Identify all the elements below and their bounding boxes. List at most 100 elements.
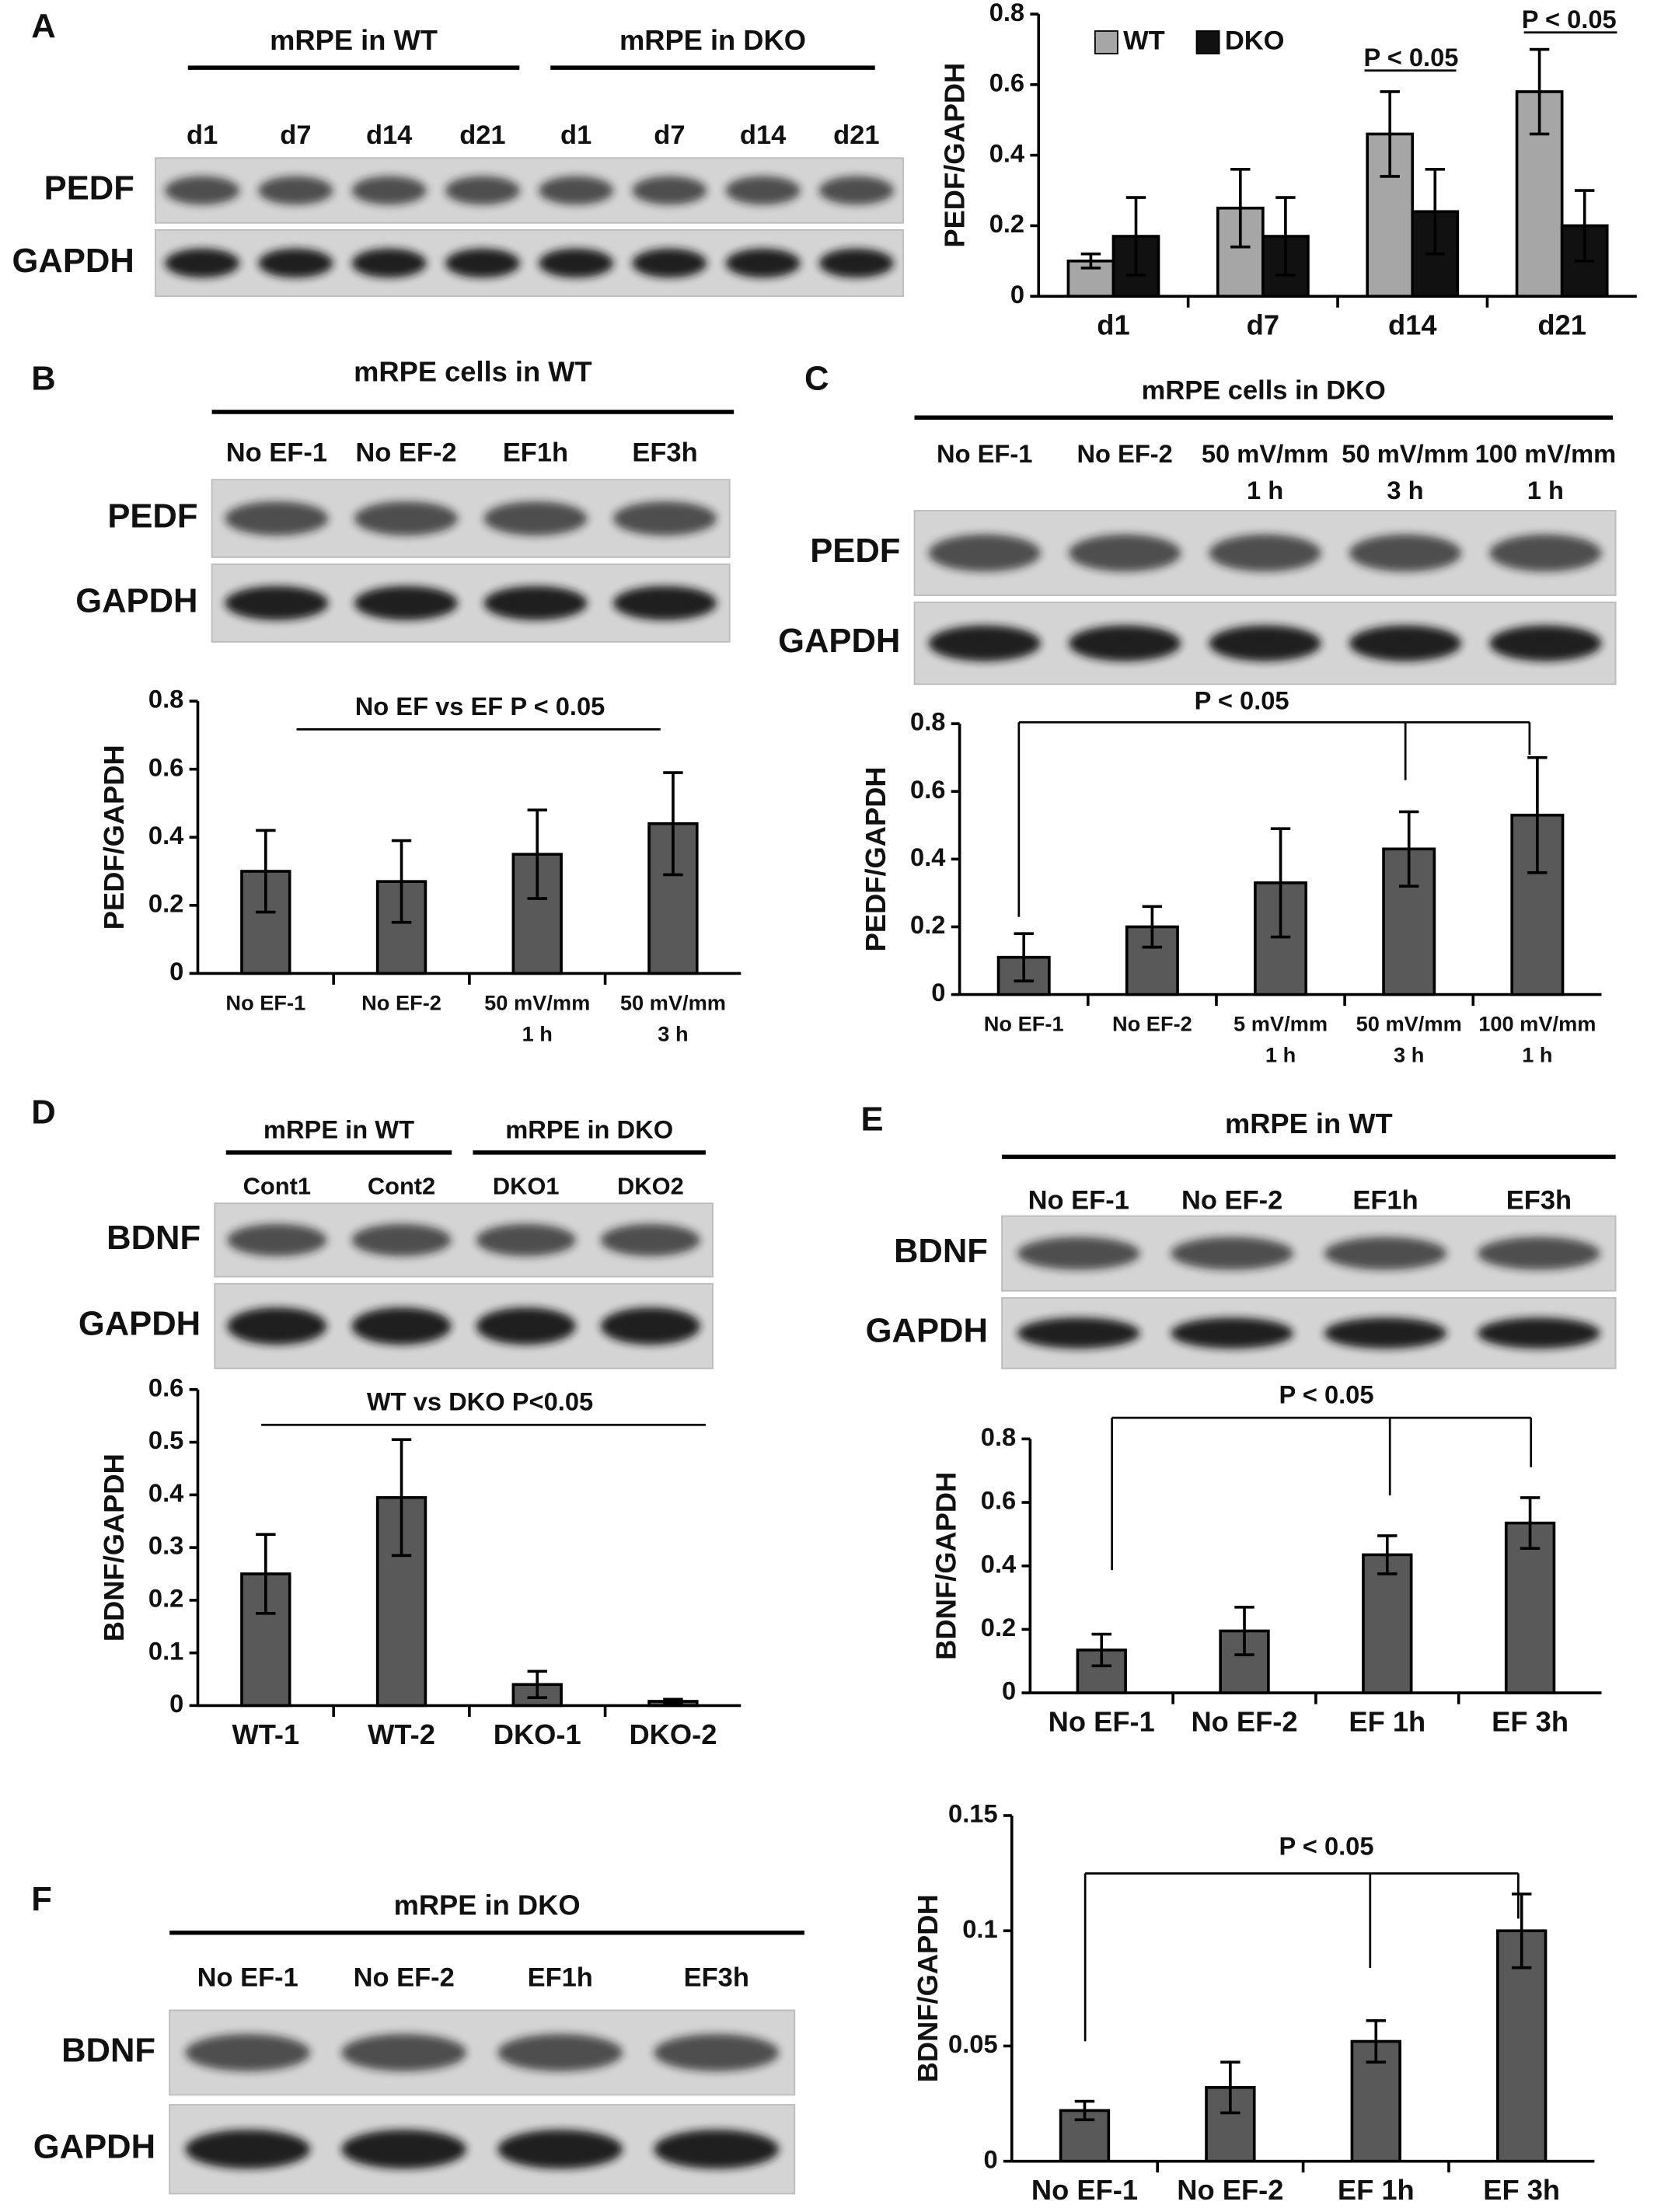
lane-label: 50 mV/mm (1342, 439, 1468, 468)
error-bar (256, 829, 276, 914)
blot-band (445, 176, 520, 205)
blot-band (185, 2130, 311, 2169)
y-tick-label: 0.3 (148, 1531, 183, 1560)
error-bar (1014, 932, 1034, 983)
blot-band (818, 248, 894, 278)
y-tick-label: 0.15 (948, 1799, 998, 1828)
error-bar (1220, 2060, 1240, 2115)
row-label: GAPDH (75, 582, 197, 619)
blot-band (445, 248, 520, 278)
lane-label: No EF-1 (1028, 1186, 1129, 1216)
x-tick-label: d7 (1247, 309, 1279, 341)
annotation: P < 0.05 (1522, 5, 1617, 33)
blot-group-label: mRPE in WT (1225, 1108, 1393, 1139)
x-tick-label: EF 3h (1492, 1706, 1569, 1738)
row-label: BDNF (106, 1219, 201, 1257)
error-bar (1527, 755, 1548, 874)
error-bar (1270, 827, 1291, 939)
blot-band (1068, 625, 1181, 661)
blot-band (818, 176, 894, 205)
x-tick-label: EF 1h (1338, 2174, 1415, 2206)
blot-band (725, 176, 801, 205)
x-tick-label: 5 mV/mm (1234, 1012, 1328, 1036)
x-tick-label: No EF-1 (1031, 2174, 1138, 2206)
blot-group-label: mRPE cells in WT (354, 356, 592, 388)
legend-label: DKO (1225, 26, 1285, 56)
y-axis-label: BDNF/GAPDH (98, 1453, 130, 1642)
y-tick-label: 0.2 (148, 1583, 183, 1612)
y-tick-label: 0.8 (989, 0, 1024, 26)
lane-label: Cont1 (243, 1172, 311, 1199)
blot-band (354, 585, 459, 620)
lane-label: EF1h (528, 1963, 593, 1993)
x-tick-label: WT-2 (368, 1718, 435, 1750)
blot-band (1489, 625, 1602, 661)
blot-band (258, 176, 333, 205)
blot-band (351, 248, 427, 278)
lane-label: EF3h (632, 438, 697, 468)
blot-band (600, 1223, 700, 1257)
blot-band (1477, 1237, 1600, 1270)
annotation: No EF vs EF P < 0.05 (355, 692, 605, 720)
x-tick-label: 1 h (522, 1021, 553, 1045)
lane-label: EF1h (1352, 1186, 1418, 1216)
blot-band (351, 176, 427, 205)
x-tick-label: WT-1 (232, 1718, 299, 1750)
bar (1350, 2039, 1401, 2163)
x-tick-label: d1 (1097, 309, 1129, 341)
error-bar (1234, 1605, 1254, 1656)
x-tick-label: EF 3h (1483, 2174, 1560, 2206)
lane-label: d21 (833, 120, 879, 150)
annotation: WT vs DKO P<0.05 (367, 1387, 593, 1416)
lane-label: 1 h (1527, 476, 1564, 504)
lane-label: No EF-1 (197, 1963, 298, 1993)
blot-band (539, 248, 614, 278)
x-tick-label: d14 (1388, 309, 1437, 341)
blot-band (1209, 625, 1321, 661)
blot-group-label: mRPE in WT (270, 24, 438, 56)
x-tick-label: No EF-1 (225, 991, 305, 1015)
y-tick-label: 0 (169, 1689, 183, 1718)
x-tick-label: No EF-2 (1177, 2174, 1283, 2206)
blot-band (1209, 534, 1321, 572)
error-bar (256, 1533, 276, 1615)
x-tick-label: 1 h (1522, 1043, 1552, 1067)
lane-label: 100 mV/mm (1475, 439, 1617, 468)
blot-band (497, 2033, 623, 2071)
blot-band (1171, 1317, 1294, 1349)
blot-band (612, 585, 717, 620)
lane-label: No EF-2 (1076, 439, 1172, 468)
panel-letter: F (31, 1881, 52, 1918)
lane-label: DKO1 (493, 1172, 560, 1199)
row-label: GAPDH (866, 1313, 988, 1350)
blot-band (725, 248, 801, 278)
lane-label: DKO2 (617, 1172, 684, 1199)
blot-band (1349, 625, 1462, 661)
blot-band (341, 2130, 467, 2169)
bar (1076, 1649, 1127, 1694)
y-axis-label: PEDF/GAPDH (860, 766, 892, 951)
lane-label: d7 (654, 120, 685, 150)
bar (1362, 1553, 1413, 1694)
annotation: P < 0.05 (1279, 1380, 1374, 1409)
lane-label: No EF-2 (355, 438, 456, 468)
error-bar (1080, 252, 1101, 270)
y-tick-label: 0 (931, 978, 945, 1007)
error-bar (1074, 2099, 1095, 2122)
blot-band (612, 501, 717, 536)
blot-band (1349, 534, 1462, 572)
y-tick-label: 0.4 (981, 1549, 1016, 1578)
error-bar (527, 808, 547, 900)
y-tick-label: 0.6 (148, 752, 183, 781)
x-tick-label: 3 h (1394, 1043, 1424, 1067)
x-tick-label: 1 h (1265, 1043, 1296, 1067)
blot-band (1068, 534, 1181, 572)
error-bar (663, 1697, 683, 1705)
legend-swatch (1094, 30, 1118, 54)
lane-label: d14 (740, 120, 786, 150)
y-tick-label: 0.6 (981, 1486, 1016, 1515)
y-tick-label: 0.6 (910, 775, 945, 804)
error-bar (391, 839, 412, 924)
y-tick-label: 0.5 (148, 1425, 183, 1454)
